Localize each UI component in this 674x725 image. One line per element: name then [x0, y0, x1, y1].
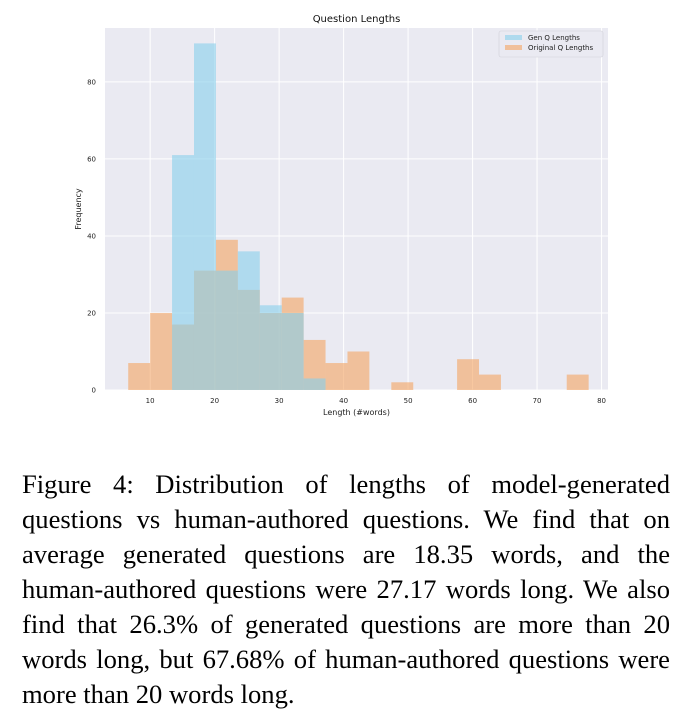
y-tick-label: 20	[87, 309, 96, 317]
gen-q-bar	[259, 305, 282, 390]
legend-label-original: Original Q Lengths	[528, 44, 593, 52]
x-tick-label: 70	[533, 397, 542, 405]
gen-q-bar	[303, 378, 326, 390]
series-gen-bars	[172, 43, 326, 390]
x-tick-label: 60	[468, 397, 477, 405]
y-tick-label: 80	[87, 78, 96, 86]
legend-swatch-gen	[505, 35, 522, 40]
gen-q-bar	[237, 251, 260, 390]
original-q-bar	[128, 363, 151, 390]
gen-q-bar	[172, 155, 194, 390]
original-q-bar	[150, 312, 173, 390]
legend-swatch-original	[505, 45, 522, 50]
legend-label-gen: Gen Q Lengths	[528, 34, 580, 42]
original-q-bar	[303, 339, 326, 390]
y-axis-ticks: 0 20 40 60 80	[87, 78, 96, 394]
x-tick-label: 50	[404, 397, 413, 405]
histogram-figure: 10 20 30 40 50 60 70 80 0 20 40 60 80 Question Leng…	[74, 14, 608, 417]
legend: Gen Q Lengths Original Q Lengths	[498, 30, 604, 58]
gen-q-bar	[281, 312, 304, 390]
x-tick-label: 30	[275, 397, 284, 405]
original-q-bar	[325, 363, 348, 390]
original-q-bar	[457, 359, 480, 390]
x-tick-label: 20	[210, 397, 219, 405]
y-axis-label: Frequency	[74, 188, 83, 230]
chart-title: Question Lengths	[313, 14, 401, 25]
original-q-bar	[347, 351, 370, 390]
x-tick-label: 40	[339, 397, 348, 405]
x-tick-label: 80	[597, 397, 606, 405]
original-q-bar	[479, 374, 501, 390]
x-tick-label: 10	[146, 397, 155, 405]
y-tick-label: 40	[87, 232, 96, 240]
figure-caption: Figure 4: Distribution of lengths of mod…	[22, 469, 670, 709]
y-tick-label: 60	[87, 155, 96, 163]
gen-q-bar	[193, 43, 216, 390]
gen-q-bar	[215, 270, 238, 390]
original-q-bar	[566, 374, 589, 390]
legend-box	[498, 30, 604, 58]
y-tick-label: 0	[92, 387, 96, 395]
x-axis-ticks: 10 20 30 40 50 60 70 80	[146, 397, 606, 405]
original-q-bar	[391, 382, 414, 390]
x-axis-label: Length (#words)	[323, 408, 390, 417]
histogram-chart: 10 20 30 40 50 60 70 80 0 20 40 60 80 Question Leng…	[74, 14, 608, 417]
